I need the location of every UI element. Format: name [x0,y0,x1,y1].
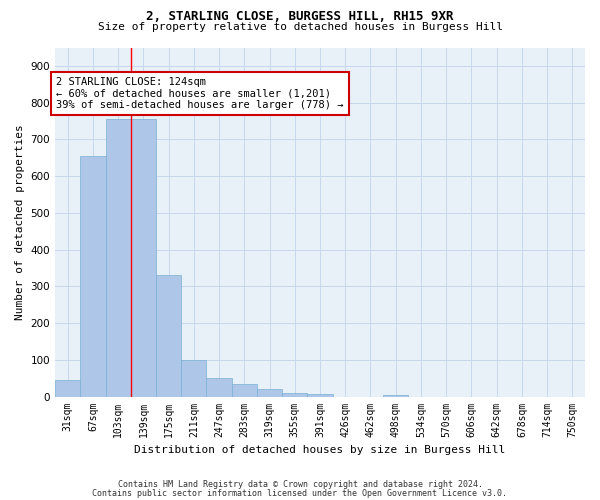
Text: Contains public sector information licensed under the Open Government Licence v3: Contains public sector information licen… [92,488,508,498]
Y-axis label: Number of detached properties: Number of detached properties [15,124,25,320]
Bar [307,394,332,396]
Text: 2, STARLING CLOSE, BURGESS HILL, RH15 9XR: 2, STARLING CLOSE, BURGESS HILL, RH15 9X… [146,10,454,23]
Bar [80,156,106,396]
Bar [206,378,232,396]
Bar [257,389,282,396]
Text: 2 STARLING CLOSE: 124sqm
← 60% of detached houses are smaller (1,201)
39% of sem: 2 STARLING CLOSE: 124sqm ← 60% of detach… [56,77,344,110]
X-axis label: Distribution of detached houses by size in Burgess Hill: Distribution of detached houses by size … [134,445,506,455]
Bar [106,119,131,396]
Bar [131,119,156,396]
Bar [181,360,206,397]
Text: Size of property relative to detached houses in Burgess Hill: Size of property relative to detached ho… [97,22,503,32]
Bar [232,384,257,396]
Bar [55,380,80,396]
Bar [383,394,409,396]
Bar [282,393,307,396]
Bar [156,276,181,396]
Text: Contains HM Land Registry data © Crown copyright and database right 2024.: Contains HM Land Registry data © Crown c… [118,480,482,489]
